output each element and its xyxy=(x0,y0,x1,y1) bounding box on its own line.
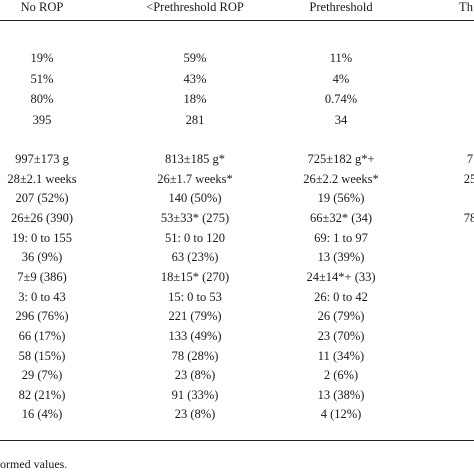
cell-no-rop: 7±9 (386) xyxy=(17,269,67,284)
cell-no-rop: 51% xyxy=(30,71,54,86)
cell-no-rop: 19: 0 to 155 xyxy=(11,230,73,245)
cell-threshold: 78 xyxy=(463,210,474,225)
cell-threshold: 7 xyxy=(466,152,474,166)
cell-prethreshold: 19 (56%) xyxy=(317,191,365,206)
cell-less-than-prethreshold: 15: 0 to 53 xyxy=(168,289,222,304)
cell-less-than-prethreshold: 43% xyxy=(183,71,207,86)
cell-threshold: 25 xyxy=(463,171,474,186)
cell-no-rop: 296 (76%) xyxy=(15,309,69,324)
header-threshold: Th xyxy=(459,0,473,14)
cell-prethreshold: 2 (6%) xyxy=(323,368,359,383)
cell-prethreshold: 24±14*+ (33) xyxy=(306,269,376,284)
cell-less-than-prethreshold: 63 (23%) xyxy=(171,250,219,265)
cell-less-than-prethreshold: 140 (50%) xyxy=(168,191,222,206)
cell-prethreshold: 11% xyxy=(329,51,353,65)
cell-no-rop: 997±173 g xyxy=(15,152,69,166)
cell-prethreshold: 4% xyxy=(332,71,350,86)
cell-no-rop: 19% xyxy=(30,51,54,65)
cell-prethreshold: 23 (70%) xyxy=(317,328,365,343)
cell-less-than-prethreshold: 23 (8%) xyxy=(174,368,216,383)
cell-less-than-prethreshold: 59% xyxy=(183,51,207,65)
cell-no-rop: 29 (7%) xyxy=(21,368,63,383)
cell-prethreshold: 26: 0 to 42 xyxy=(314,289,368,304)
header-less-than-prethreshold-rop: <Prethreshold ROP xyxy=(146,0,244,14)
cell-prethreshold: 13 (39%) xyxy=(317,250,365,265)
cell-no-rop: 395 xyxy=(32,113,52,128)
table-footnote: formed values. xyxy=(0,457,68,471)
cell-prethreshold: 66±32* (34) xyxy=(309,210,373,225)
cell-prethreshold: 0.74% xyxy=(324,92,358,107)
cell-less-than-prethreshold: 813±185 g* xyxy=(165,152,225,166)
cell-no-rop: 26±26 (390) xyxy=(10,210,74,225)
cell-less-than-prethreshold: 53±33* (275) xyxy=(160,210,230,225)
cell-no-rop: 58 (15%) xyxy=(18,348,66,363)
cell-no-rop: 36 (9%) xyxy=(21,250,63,265)
cell-less-than-prethreshold: 133 (49%) xyxy=(168,328,222,343)
cell-prethreshold: 26 (79%) xyxy=(317,309,365,324)
cell-no-rop: 207 (52%) xyxy=(15,191,69,206)
cell-no-rop: 3: 0 to 43 xyxy=(18,289,66,304)
cell-less-than-prethreshold: 78 (28%) xyxy=(171,348,219,363)
cell-less-than-prethreshold: 23 (8%) xyxy=(174,407,216,422)
cell-prethreshold: 26±2.2 weeks* xyxy=(303,171,379,186)
header-prethreshold: Prethreshold xyxy=(309,0,373,14)
cell-no-rop: 28±2.1 weeks xyxy=(7,171,77,186)
header-no-rop: No ROP xyxy=(20,0,64,14)
cell-less-than-prethreshold: 51: 0 to 120 xyxy=(164,230,226,245)
cell-less-than-prethreshold: 26±1.7 weeks* xyxy=(157,171,233,186)
cell-prethreshold: 725±182 g*+ xyxy=(307,152,375,166)
cell-less-than-prethreshold: 18% xyxy=(183,92,207,107)
footer-rule xyxy=(0,440,474,441)
cell-no-rop: 82 (21%) xyxy=(18,387,66,402)
cell-less-than-prethreshold: 281 xyxy=(185,113,205,128)
cell-prethreshold: 11 (34%) xyxy=(317,348,365,363)
header-rule xyxy=(0,20,474,21)
cell-less-than-prethreshold: 221 (79%) xyxy=(168,309,222,324)
cell-no-rop: 16 (4%) xyxy=(21,407,63,422)
cell-prethreshold: 13 (38%) xyxy=(317,387,365,402)
cell-prethreshold: 34 xyxy=(334,113,348,128)
cell-less-than-prethreshold: 91 (33%) xyxy=(171,387,219,402)
cell-prethreshold: 4 (12%) xyxy=(320,407,362,422)
cell-no-rop: 80% xyxy=(30,92,54,107)
cell-no-rop: 66 (17%) xyxy=(18,328,66,343)
cell-less-than-prethreshold: 18±15* (270) xyxy=(160,269,230,284)
cell-prethreshold: 69: 1 to 97 xyxy=(314,230,368,245)
